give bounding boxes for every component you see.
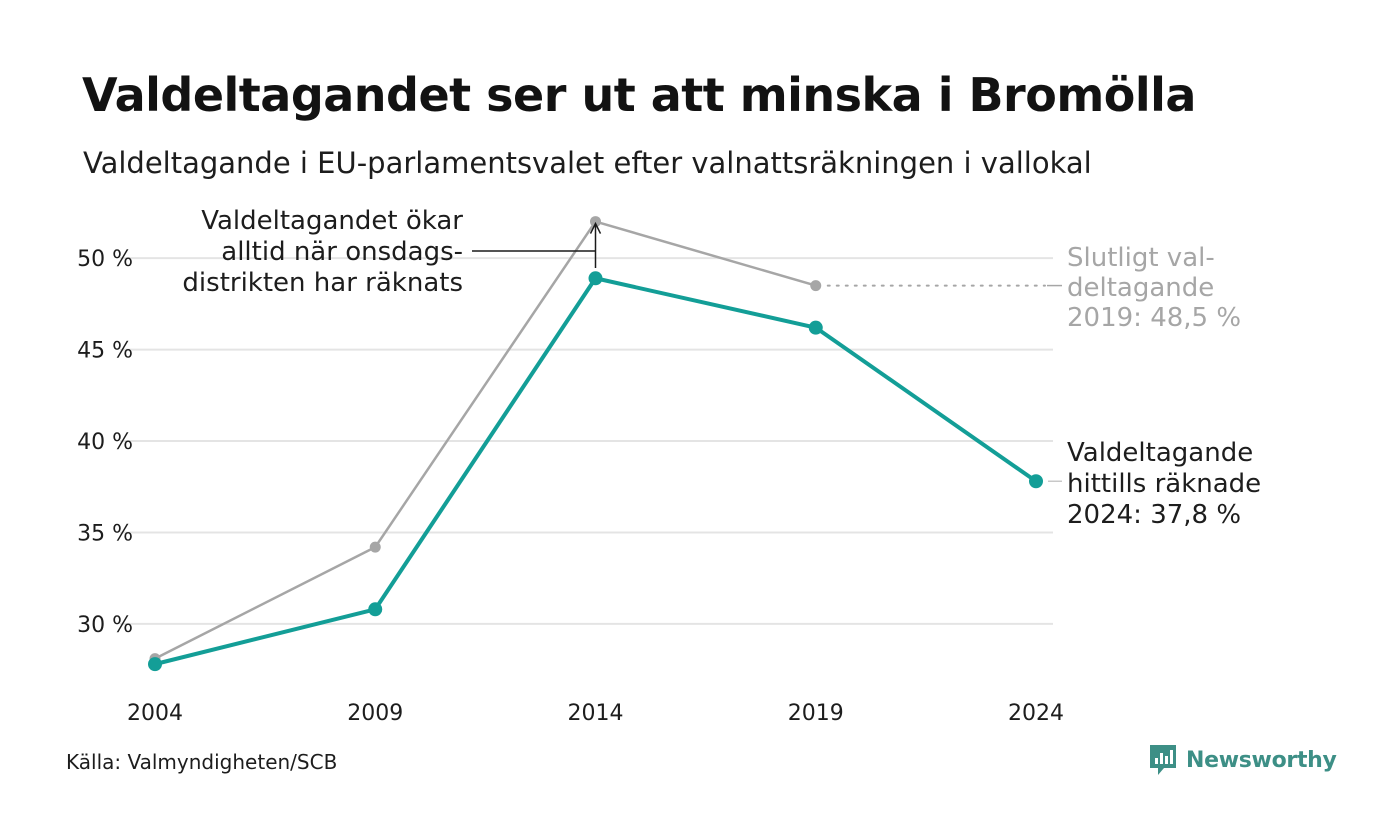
newsworthy-logo-text: Newsworthy bbox=[1186, 747, 1337, 773]
y-axis-ticks: 30 % 35 % 40 % 45 % 50 % bbox=[77, 247, 133, 638]
x-axis-ticks: 2004 2009 2014 2019 2024 bbox=[127, 701, 1064, 726]
x-tick-label-2024: 2024 bbox=[1008, 701, 1064, 726]
onsdag-annotation-line-2: alltid när onsdags- bbox=[221, 237, 463, 267]
point-counted-2014 bbox=[588, 271, 603, 286]
x-tick-label-2014: 2014 bbox=[568, 701, 624, 726]
counted-2024-label-line-2: hittills räknade bbox=[1067, 469, 1261, 499]
point-counted-2004 bbox=[148, 657, 162, 672]
final-2019-label-line-2: deltagande bbox=[1067, 273, 1214, 303]
point-counted-2024 bbox=[1029, 474, 1043, 489]
point-final-2019 bbox=[810, 280, 822, 292]
newsworthy-logo-icon bbox=[1150, 745, 1176, 775]
final-2019-label-line-1: Slutligt val- bbox=[1067, 243, 1215, 273]
onsdag-annotation-line-3: distrikten har räknats bbox=[182, 268, 463, 298]
grid-lines bbox=[120, 257, 1053, 625]
y-tick-label-35: 35 % bbox=[77, 521, 133, 546]
series-lines bbox=[148, 216, 1043, 672]
point-final-2014 bbox=[590, 216, 601, 228]
y-tick-label-40: 40 % bbox=[77, 430, 133, 455]
counted-2024-label-line-1: Valdeltagande bbox=[1067, 438, 1253, 468]
series-line-final bbox=[153, 220, 817, 660]
point-counted-2019 bbox=[808, 320, 823, 335]
y-tick-label-50: 50 % bbox=[77, 247, 133, 272]
point-final-2009 bbox=[369, 541, 381, 553]
chart-subtitle: Valdeltagande i EU-parlamentsvalet efter… bbox=[83, 146, 1092, 180]
x-tick-label-2019: 2019 bbox=[788, 701, 844, 726]
series-line-counted bbox=[153, 276, 1038, 667]
source-note: Källa: Valmyndigheten/SCB bbox=[66, 750, 338, 774]
x-tick-label-2004: 2004 bbox=[127, 701, 183, 726]
counted-2024-label-line-3: 2024: 37,8 % bbox=[1067, 500, 1241, 530]
newsworthy-logo: Newsworthy bbox=[1148, 742, 1337, 778]
point-counted-2009 bbox=[368, 602, 383, 617]
final-2019-label-line-3: 2019: 48,5 % bbox=[1067, 303, 1241, 333]
onsdag-arrow-head bbox=[589, 221, 602, 234]
y-tick-label-30: 30 % bbox=[77, 613, 133, 638]
y-tick-label-45: 45 % bbox=[77, 339, 133, 364]
x-tick-label-2009: 2009 bbox=[347, 701, 403, 726]
onsdag-annotation-line-1: Valdeltagandet ökar bbox=[201, 206, 463, 236]
chart-title: Valdeltagandet ser ut att minska i Bromö… bbox=[82, 68, 1196, 122]
